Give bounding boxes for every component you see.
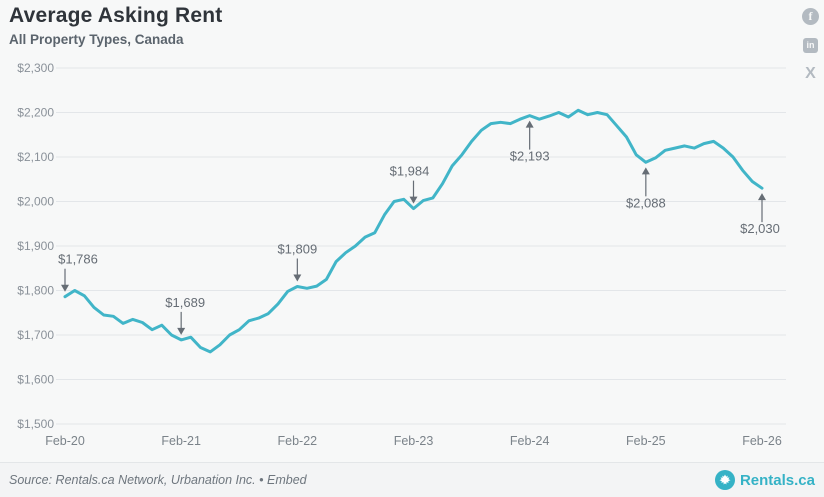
- svg-text:Feb-24: Feb-24: [510, 434, 550, 448]
- svg-text:$2,088: $2,088: [626, 195, 666, 210]
- annotation-1984: $1,984: [390, 164, 430, 204]
- svg-text:Feb-21: Feb-21: [161, 434, 201, 448]
- svg-text:$2,300: $2,300: [17, 61, 54, 75]
- chart-header: Average Asking Rent All Property Types, …: [9, 4, 222, 47]
- facebook-share-button[interactable]: f: [802, 8, 819, 25]
- linkedin-share-button[interactable]: in: [803, 38, 818, 53]
- svg-text:$1,500: $1,500: [17, 417, 54, 431]
- x-axis-labels: Feb-20 Feb-21 Feb-22 Feb-23 Feb-24 Feb-25 Feb-…: [45, 434, 782, 448]
- rent-line-series: [63, 108, 764, 354]
- svg-text:Feb-20: Feb-20: [45, 434, 85, 448]
- svg-text:$2,193: $2,193: [510, 149, 550, 164]
- rentals-ca-logo[interactable]: Rentals.ca: [714, 470, 815, 490]
- svg-text:Feb-26: Feb-26: [742, 434, 782, 448]
- embed-link[interactable]: Embed: [267, 473, 307, 487]
- separator-bullet: •: [259, 473, 264, 487]
- x-twitter-icon: X: [805, 65, 816, 82]
- brand-name: Rentals.ca: [739, 471, 815, 489]
- svg-text:Feb-22: Feb-22: [278, 434, 318, 448]
- annotation-1689: $1,689: [165, 295, 205, 335]
- annotation-1809: $1,809: [277, 241, 317, 282]
- page-title: Average Asking Rent: [9, 4, 223, 27]
- svg-text:$1,600: $1,600: [17, 373, 54, 387]
- facebook-icon: f: [802, 8, 819, 25]
- chart-subtitle: All Property Types, Canada: [9, 32, 184, 47]
- svg-text:$2,000: $2,000: [17, 195, 54, 209]
- share-buttons: f in X: [802, 8, 819, 82]
- linkedin-icon: in: [803, 38, 818, 53]
- annotation-2030: $2,030: [740, 193, 780, 236]
- rent-line-chart: $1,500 $1,600 $1,700 $1,800 $1,900 $2,000 $2,1…: [17, 61, 786, 448]
- svg-text:$1,984: $1,984: [390, 164, 430, 179]
- svg-text:$1,809: $1,809: [277, 241, 317, 256]
- svg-text:$2,200: $2,200: [17, 106, 54, 120]
- svg-text:$1,689: $1,689: [165, 295, 205, 310]
- maple-leaf-icon: [714, 470, 735, 490]
- source-attribution: Source: Rentals.ca Network, Urbanation I…: [9, 473, 307, 487]
- svg-text:$1,700: $1,700: [17, 328, 54, 342]
- x-share-button[interactable]: X: [805, 66, 816, 82]
- svg-text:$1,900: $1,900: [17, 239, 54, 253]
- grid-lines: [56, 67, 786, 425]
- chart-footer: Source: Rentals.ca Network, Urbanation I…: [0, 462, 824, 497]
- annotations: $1,786 $1,689 $1,809 $1,984 $2,193 $2,088 $2,0…: [58, 120, 780, 335]
- svg-text:$2,030: $2,030: [740, 221, 780, 236]
- source-text: Source: Rentals.ca Network, Urbanation I…: [9, 473, 256, 487]
- annotation-2088: $2,088: [626, 167, 666, 210]
- svg-text:Feb-25: Feb-25: [626, 434, 666, 448]
- y-axis-labels: $1,500 $1,600 $1,700 $1,800 $1,900 $2,000 $2,1…: [17, 61, 54, 431]
- annotation-2193: $2,193: [510, 120, 550, 164]
- svg-text:$2,100: $2,100: [17, 150, 54, 164]
- svg-text:$1,800: $1,800: [17, 284, 54, 298]
- svg-text:$1,786: $1,786: [58, 252, 98, 267]
- svg-text:Feb-23: Feb-23: [394, 434, 434, 448]
- annotation-1786: $1,786: [58, 252, 98, 292]
